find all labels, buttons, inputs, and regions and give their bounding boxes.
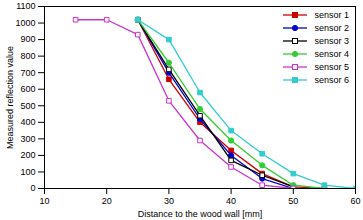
html-text:sensor 4: sensor 4 xyxy=(314,48,349,59)
svg-text:400: 400 xyxy=(20,117,35,127)
svg-text:200: 200 xyxy=(20,150,35,160)
svg-text:10: 10 xyxy=(39,196,49,206)
svg-text:1000: 1000 xyxy=(15,18,35,28)
svg-text:20: 20 xyxy=(102,196,112,206)
svg-text:Measured reflection value: Measured reflection value xyxy=(5,46,15,149)
html-text:sensor 5: sensor 5 xyxy=(314,61,349,72)
svg-text:40: 40 xyxy=(226,196,236,206)
html-text:sensor 3: sensor 3 xyxy=(314,35,349,46)
svg-text:30: 30 xyxy=(164,196,174,206)
svg-text:1100: 1100 xyxy=(16,1,35,11)
svg-text:0: 0 xyxy=(30,183,35,193)
svg-text:300: 300 xyxy=(20,134,35,144)
svg-text:50: 50 xyxy=(288,196,298,206)
html-text:sensor 1: sensor 1 xyxy=(314,9,349,20)
svg-text:600: 600 xyxy=(20,84,35,94)
svg-text:100: 100 xyxy=(20,167,35,177)
svg-text:500: 500 xyxy=(20,101,35,111)
svg-text:60: 60 xyxy=(350,196,360,206)
svg-text:900: 900 xyxy=(20,34,35,44)
svg-text:Distance to the wood wall [mm]: Distance to the wood wall [mm] xyxy=(138,209,263,219)
svg-text:700: 700 xyxy=(20,68,35,78)
html-text:sensor 6: sensor 6 xyxy=(314,74,349,85)
html-text:sensor 2: sensor 2 xyxy=(314,22,349,33)
svg-text:800: 800 xyxy=(20,51,35,61)
